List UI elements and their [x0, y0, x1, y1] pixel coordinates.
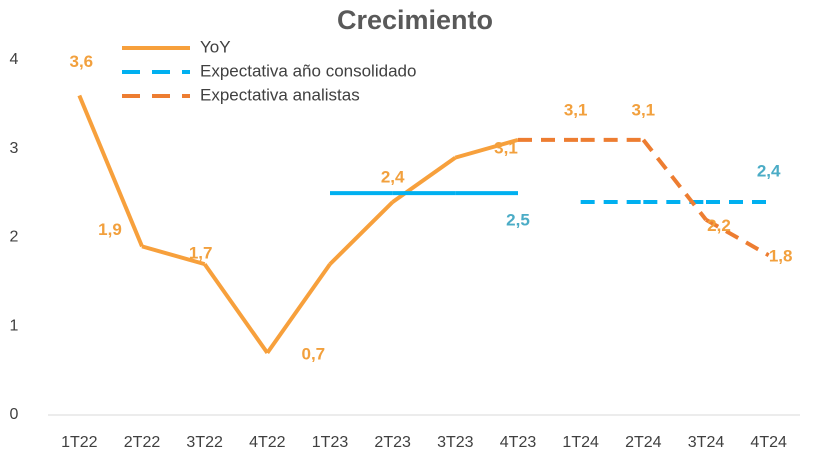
x-tick-label: 1T24 [562, 434, 599, 451]
data-label: 3,1 [564, 100, 588, 119]
data-label: 2,2 [707, 216, 731, 235]
legend-label: Expectativa analistas [200, 85, 360, 104]
x-tick-label: 2T24 [625, 434, 662, 451]
line-segment [141, 244, 206, 267]
x-tick-label: 3T22 [186, 434, 223, 451]
line-segment [203, 262, 269, 355]
data-label: 1,9 [98, 220, 122, 239]
y-tick-label: 0 [10, 406, 19, 423]
data-label: 1,7 [189, 244, 213, 263]
y-tick-label: 2 [10, 229, 19, 246]
x-tick-label: 1T23 [312, 434, 349, 451]
data-label: 2,4 [757, 161, 781, 180]
line-segment [454, 137, 519, 160]
data-label: 2,4 [381, 167, 405, 186]
data-label: 3,6 [70, 52, 94, 71]
x-tick-label: 4T23 [500, 434, 537, 451]
line-segment [77, 94, 144, 248]
x-tick-label: 3T23 [437, 434, 474, 451]
y-tick-label: 4 [10, 51, 19, 68]
chart-title: Crecimiento [337, 5, 493, 35]
legend-label: YoY [200, 37, 231, 56]
x-tick-label: 1T22 [61, 434, 98, 451]
data-label: 1,8 [769, 247, 793, 266]
x-tick-label: 2T22 [124, 434, 161, 451]
x-tick-label: 2T23 [374, 434, 411, 451]
data-label: 3,1 [494, 138, 518, 157]
y-tick-label: 3 [10, 140, 19, 157]
line-segment [705, 218, 770, 257]
y-tick-label: 1 [10, 317, 19, 334]
x-tick-label: 4T22 [249, 434, 286, 451]
line-segment [328, 200, 395, 266]
x-tick-label: 4T24 [750, 434, 787, 451]
x-tick-label: 3T24 [688, 434, 725, 451]
line-segment [265, 262, 332, 355]
line-segment [641, 138, 708, 221]
legend-label: Expectativa año consolidado [200, 61, 416, 80]
data-label: 2,5 [506, 211, 530, 230]
data-label: 0,7 [302, 344, 326, 363]
data-label: 3,1 [632, 100, 656, 119]
